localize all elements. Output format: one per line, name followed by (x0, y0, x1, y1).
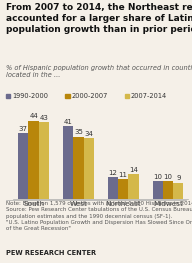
Text: PEW RESEARCH CENTER: PEW RESEARCH CENTER (6, 250, 96, 256)
Bar (73, 136, 84, 199)
Text: % of Hispanic population growth that occurred in counties
located in the ...: % of Hispanic population growth that occ… (6, 64, 192, 78)
Text: 34: 34 (84, 131, 93, 137)
Text: 9: 9 (176, 175, 180, 181)
Text: 10: 10 (164, 174, 172, 180)
Text: 2007-2014: 2007-2014 (131, 93, 167, 99)
Bar (39, 123, 49, 199)
Text: 12: 12 (108, 170, 117, 176)
Text: 37: 37 (19, 126, 28, 132)
Bar (118, 179, 128, 199)
Bar (18, 133, 28, 199)
Text: 11: 11 (119, 172, 128, 178)
Text: 41: 41 (64, 119, 73, 125)
Text: 1990-2000: 1990-2000 (12, 93, 48, 99)
Text: From 2007 to 2014, the Northeast region
accounted for a larger share of Latino
p: From 2007 to 2014, the Northeast region … (6, 3, 192, 34)
Bar (128, 174, 139, 199)
Text: 2000-2007: 2000-2007 (71, 93, 108, 99)
Text: 43: 43 (40, 115, 48, 121)
Bar (84, 138, 94, 199)
Bar (152, 181, 163, 199)
Text: 44: 44 (29, 113, 38, 119)
Bar (108, 177, 118, 199)
Bar (63, 126, 73, 199)
Text: 35: 35 (74, 129, 83, 135)
Text: 10: 10 (153, 174, 162, 180)
Text: Note: Based on 1,579 counties with at least 1,000 Hispanics in 2014.
Source: Pew: Note: Based on 1,579 counties with at le… (6, 201, 192, 231)
Text: 14: 14 (129, 166, 138, 173)
Bar (28, 121, 39, 199)
Bar (173, 183, 183, 199)
Bar (163, 181, 173, 199)
